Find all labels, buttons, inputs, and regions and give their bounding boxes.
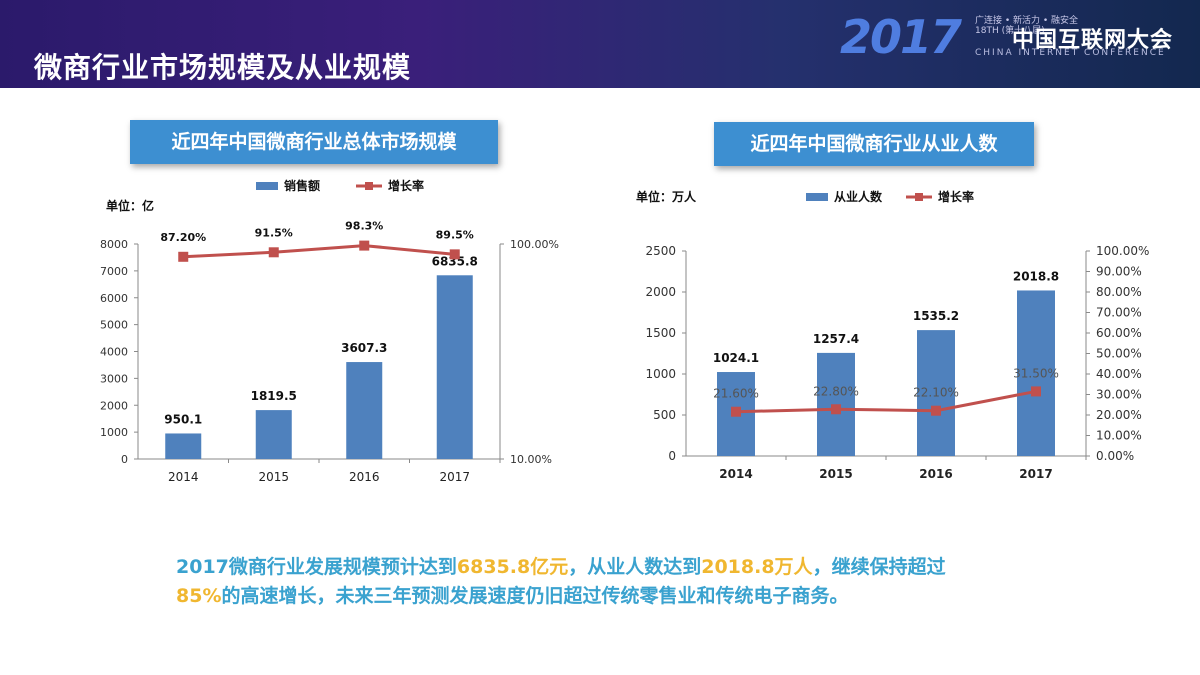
market-bar [255,410,292,459]
employment-left-tick-label: 0 [668,449,676,463]
employment-growth-label: 22.80% [813,384,859,398]
market-bar [436,275,473,459]
header-bar: 微商行业市场规模及从业规模 2017 广连接 • 新活力 • 融安全 18TH … [0,0,1200,88]
summary-part-2: ，从业人数达到 [568,556,702,578]
market-x-tick-label: 2017 [439,470,470,484]
employment-left-tick-label: 2500 [645,244,676,258]
market-legend-line-marker [365,182,373,190]
employment-growth-label: 22.10% [913,386,959,400]
market-left-tick-label: 6000 [100,292,128,305]
employment-growth-point [1031,386,1041,397]
logo-edition-text: 18TH (第十八届) [975,26,1045,36]
conference-logo-tagline: 广连接 • 新活力 • 融安全 18TH (第十八届) [975,16,1078,36]
employment-x-tick-label: 2014 [719,467,752,481]
employment-bar [917,330,955,456]
employment-right-tick-label: 70.00% [1096,306,1142,320]
employment-right-tick-label: 30.00% [1096,388,1142,402]
market-growth-label: 89.5% [436,228,474,241]
employment-x-tick-label: 2015 [819,467,852,481]
market-growth-point [359,240,370,251]
employment-bar-value-label: 1257.4 [813,332,859,346]
market-legend-bar-swatch [256,182,278,190]
employment-right-tick-label: 20.00% [1096,408,1142,422]
employment-right-tick-label: 80.00% [1096,285,1142,299]
employment-bar-value-label: 1535.2 [913,309,959,323]
market-bar-value-label: 950.1 [164,412,202,426]
market-growth-label: 91.5% [255,226,293,239]
market-x-tick-label: 2014 [168,470,199,484]
market-right-tick-label: 10.00% [510,453,552,466]
conference-logo-subtitle: CHINA INTERNET CONFERENCE [975,48,1166,58]
employment-growth-point [731,406,741,417]
market-growth-line [183,244,455,259]
market-size-chart-title: 近四年中国微商行业总体市场规模 [130,120,498,164]
summary-highlight-employment: 2018.8万人 [701,556,813,578]
market-x-tick-label: 2015 [258,470,289,484]
market-legend-bar-label: 销售额 [284,178,320,193]
market-left-tick-label: 1000 [100,426,128,439]
employment-bar-value-label: 1024.1 [713,351,759,365]
employment-right-tick-label: 100.00% [1096,244,1149,258]
summary-text: 2017微商行业发展规模预计达到6835.8亿元，从业人数达到2018.8万人，… [176,553,1036,611]
employment-right-tick-label: 10.00% [1096,429,1142,443]
employment-legend-bar-label: 从业人数 [834,189,883,204]
employment-legend-bar-swatch [806,193,828,201]
employment-left-tick-label: 1500 [645,326,676,340]
employment-legend-line-label: 增长率 [938,189,974,204]
summary-part-1: 2017微商行业发展规模预计达到 [176,556,457,578]
employment-bar [1017,290,1055,456]
market-bar-value-label: 1819.5 [251,389,297,403]
employment-right-tick-label: 50.00% [1096,347,1142,361]
employment-growth-label: 21.60% [713,387,759,401]
employment-growth-label: 31.50% [1013,366,1059,380]
market-bar-value-label: 6835.8 [432,254,478,268]
employment-growth-line [735,389,1037,414]
employment-right-tick-label: 90.00% [1096,265,1142,279]
employment-growth-point [831,404,841,415]
market-growth-point [449,249,460,260]
summary-part-3: ，继续保持超过 [812,556,946,578]
market-legend-line-label: 增长率 [388,178,424,193]
employment-right-tick-label: 60.00% [1096,326,1142,340]
market-growth-point [268,247,279,258]
market-left-tick-label: 5000 [100,319,128,332]
employment-bar-value-label: 2018.8 [1013,269,1059,283]
employment-left-tick-label: 1000 [645,367,676,381]
market-bar [346,362,383,459]
employment-right-tick-label: 40.00% [1096,367,1142,381]
market-left-tick-label: 3000 [100,372,128,385]
market-left-tick-label: 2000 [100,399,128,412]
market-growth-label: 98.3% [345,220,383,233]
employment-chart-title: 近四年中国微商行业从业人数 [714,122,1034,166]
market-left-tick-label: 0 [121,453,128,466]
summary-highlight-growth: 85% [176,585,222,607]
employment-left-tick-label: 2000 [645,285,676,299]
employment-right-tick-label: 0.00% [1096,449,1134,463]
employment-unit-label: 单位：万人 [636,190,697,204]
employment-x-tick-label: 2017 [1019,467,1052,481]
market-left-tick-label: 7000 [100,265,128,278]
conference-logo-name: 中国互联网大会 [1012,28,1174,53]
employment-growth-point [931,405,941,416]
page-title: 微商行业市场规模及从业规模 [34,51,412,84]
market-left-tick-label: 4000 [100,346,128,359]
market-bar-value-label: 3607.3 [341,341,387,355]
market-left-tick-label: 8000 [100,238,128,251]
market-bar [165,433,202,459]
summary-highlight-sales: 6835.8亿元 [456,556,569,578]
logo-tagline-text: 广连接 • 新活力 • 融安全 [975,16,1079,26]
conference-logo-year: 2017 [840,10,962,64]
market-growth-label: 87.20% [160,231,206,244]
market-size-unit-label: 单位：亿 [106,199,155,213]
market-right-tick-label: 100.00% [510,238,559,251]
summary-part-4: 的高速增长，未来三年预测发展速度仍旧超过传统零售业和传统电子商务。 [221,585,849,607]
employment-x-tick-label: 2016 [919,467,952,481]
employment-left-tick-label: 500 [653,408,676,422]
market-x-tick-label: 2016 [349,470,380,484]
market-growth-point [178,251,189,262]
employment-legend-line-marker [915,193,923,201]
